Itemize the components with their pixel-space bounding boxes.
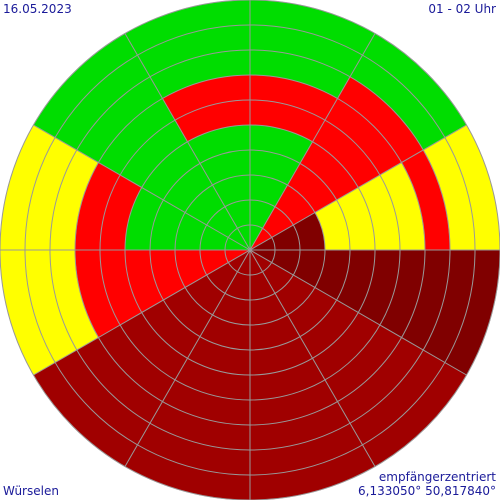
time-range-label: 01 - 02 Uhr [428,2,496,16]
spoke-line-5 [249,249,467,376]
mode-label: empfängerzentriert [378,470,496,484]
date-label: 16.05.2023 [3,2,72,16]
spoke-line-6 [249,249,376,467]
spoke-line-9 [33,249,251,376]
spoke-line-12 [124,33,251,251]
mode-and-coordinates-label: empfängerzentriert 6,133050° 50,817840° [358,470,496,498]
location-label: Würselen [3,484,59,498]
spoke-line-3 [249,124,467,251]
spoke-line-2 [249,33,376,251]
coordinates-label: 6,133050° 50,817840° [358,484,496,498]
spoke-line-11 [33,124,251,251]
spoke-line-8 [124,249,251,467]
